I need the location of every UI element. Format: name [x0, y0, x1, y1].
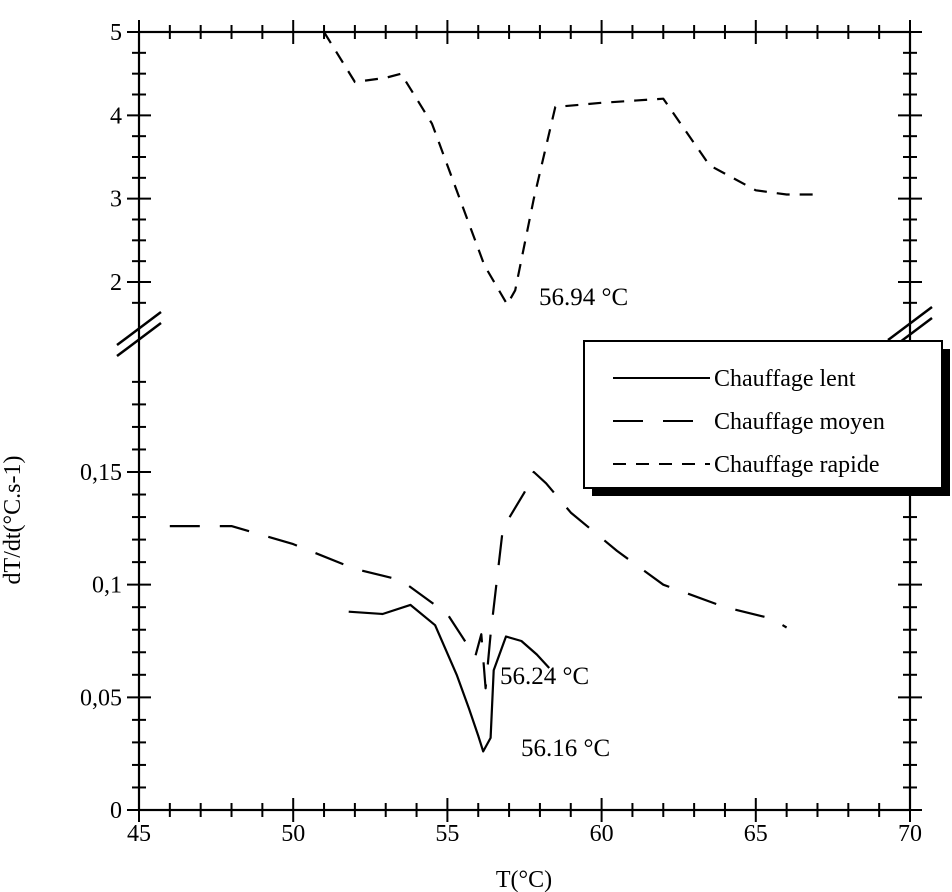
annotation-rapide-min: 56.94 °C — [539, 284, 628, 311]
y-tick-label-upper: 3 — [110, 187, 122, 213]
series-line-1 — [348, 603, 551, 753]
y-tick-label-lower: 0,1 — [92, 573, 122, 599]
annotation-moyen-min: 56.24 °C — [500, 663, 589, 690]
y-tick-label-lower: 0,05 — [80, 685, 122, 711]
legend-label-rapide: Chauffage rapide — [714, 452, 879, 478]
y-tick-label-lower: 0,15 — [80, 460, 122, 486]
y-tick-label-lower: 0 — [110, 798, 122, 824]
legend-label-lent: Chauffage lent — [714, 366, 856, 392]
x-tick-label: 45 — [127, 821, 151, 847]
axis-break-line — [887, 306, 933, 341]
y-tick-label-upper: 5 — [110, 20, 122, 46]
y-axis-title: dT/dt(°C.s-1) — [0, 456, 26, 585]
x-tick-label: 55 — [435, 821, 459, 847]
annotation-lent-min: 56.16 °C — [521, 735, 610, 762]
x-axis-title: T(°C) — [496, 867, 552, 892]
ticks — [127, 20, 922, 822]
axis-break-left — [116, 311, 162, 357]
x-tick-label: 50 — [281, 821, 305, 847]
series-line-2 — [169, 470, 788, 690]
y-tick-label-upper: 4 — [110, 103, 122, 129]
x-tick-label: 70 — [898, 821, 922, 847]
x-tick-label: 60 — [590, 821, 614, 847]
series-line-3 — [323, 31, 818, 306]
tick-labels: 45 50 55 60 65 70 5 4 3 2 0,15 0,1 0,05 0 — [80, 20, 922, 847]
axis-break-line — [116, 311, 162, 346]
legend: Chauffage lent Chauffage moyen Chauffage… — [583, 340, 950, 496]
x-tick-label: 65 — [744, 821, 768, 847]
y-tick-label-upper: 2 — [110, 270, 122, 296]
legend-label-moyen: Chauffage moyen — [714, 409, 885, 435]
series — [169, 31, 818, 753]
axis-break-line — [116, 322, 162, 357]
